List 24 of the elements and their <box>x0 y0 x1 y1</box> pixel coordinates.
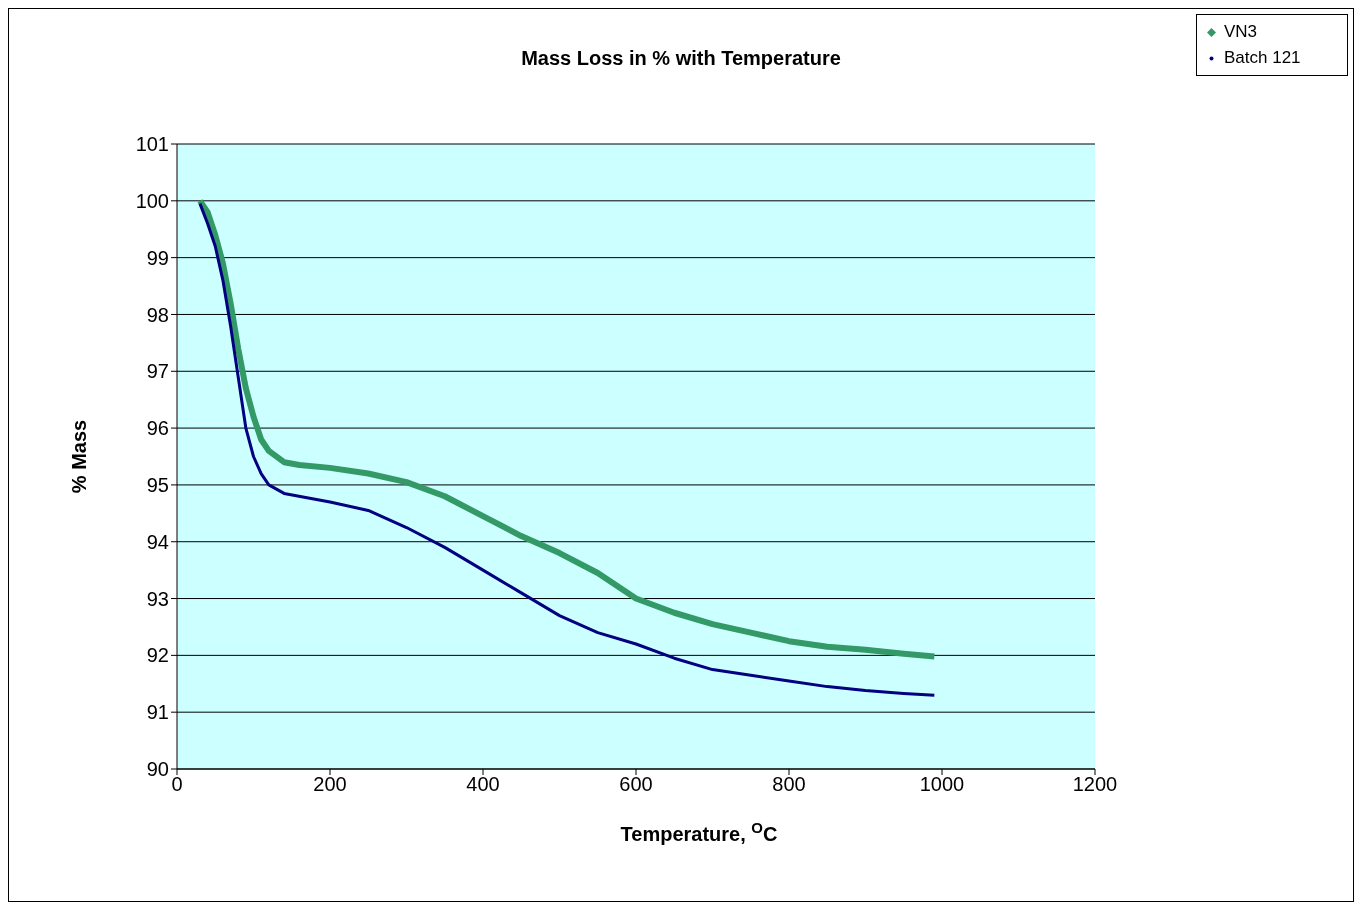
y-tick-label: 91 <box>146 701 169 724</box>
x-tick-label: 0 <box>171 773 183 796</box>
y-tick-label: 93 <box>146 587 169 610</box>
y-tick-label: 98 <box>146 303 169 326</box>
x-tick-label: 1000 <box>919 773 965 796</box>
y-tick-label: 96 <box>146 417 169 440</box>
y-tick-label: 101 <box>135 133 169 156</box>
x-tick-label: 800 <box>772 773 806 796</box>
x-tick-label: 600 <box>619 773 653 796</box>
y-tick-label: 97 <box>146 360 169 383</box>
y-tick-label: 94 <box>146 530 169 553</box>
y-tick-label: 99 <box>146 246 169 269</box>
text: Batch 121 <box>1224 47 1301 69</box>
y-tick-label: 92 <box>146 644 169 667</box>
y-tick-label: 90 <box>146 758 169 781</box>
y-axis-title: % Mass <box>68 419 91 494</box>
x-axis-title: Temperature, $^{O}$C <box>620 818 778 845</box>
y-tick-label: 100 <box>135 189 169 212</box>
y-tick-label: 95 <box>146 474 169 497</box>
x-tick-label: 1200 <box>1072 773 1118 796</box>
legend-label: VN3 <box>1224 21 1258 43</box>
x-tick-label: 400 <box>466 773 500 796</box>
chart-title: Mass Loss in % with Temperature <box>521 47 841 69</box>
x-tick-label: 200 <box>313 773 347 796</box>
